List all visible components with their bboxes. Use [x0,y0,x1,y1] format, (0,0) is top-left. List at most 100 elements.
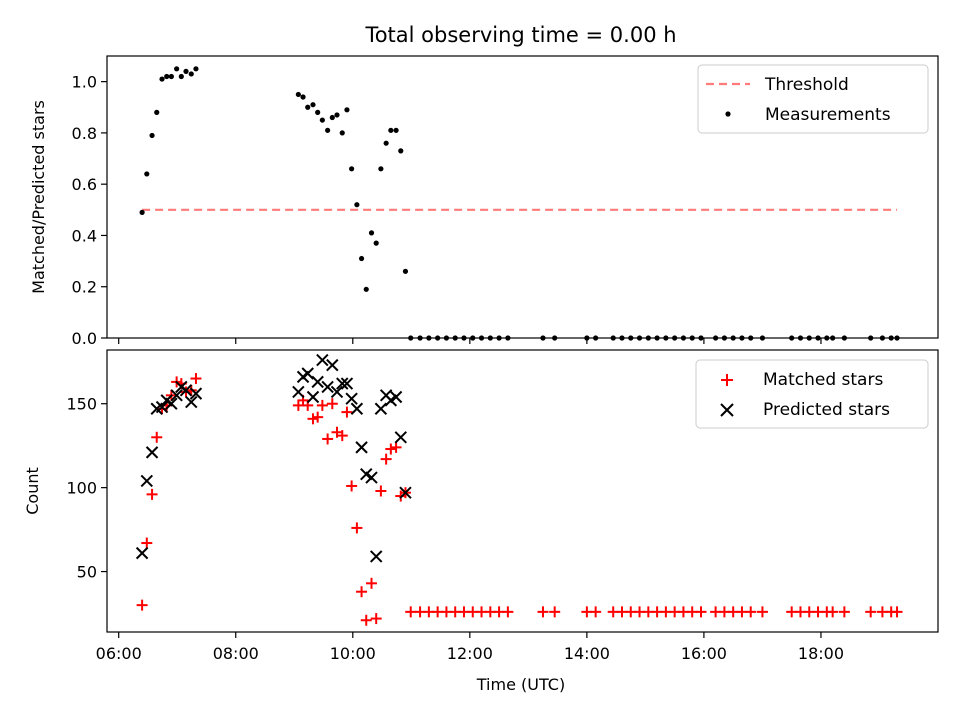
predicted-star-point [369,550,383,563]
measurement-point [144,171,150,177]
x-tick-label: 14:00 [564,644,610,663]
predicted-star-stroke-b [350,402,364,415]
legend-measurements-label: Measurements [765,105,891,125]
predicted-star-stroke-b [306,390,320,404]
measurement-point [188,71,194,77]
predicted-star-stroke-b [374,402,388,415]
matched-star-point [838,606,850,618]
predicted-star-stroke-b [140,474,154,488]
measurement-point [388,127,394,133]
matched-star-point [537,606,549,618]
matched-star-point [390,441,402,453]
measurement-point [183,68,189,74]
matched-star-point [336,430,348,442]
matched-star-point [756,606,768,618]
measurement-point [300,94,306,100]
predicted-star-stroke-b [355,441,368,454]
measurement-point [354,202,360,208]
predicted-star-point [155,400,169,414]
predicted-star-point [330,385,344,399]
x-tick-label: 12:00 [447,644,493,663]
predicted-star-point [165,397,178,410]
bottom-plot-frame [106,349,939,633]
bottom-y-tick-label: 100 [66,479,97,498]
predicted-star-stroke-b [360,468,373,481]
predicted-star-stroke-b [316,353,329,367]
measurement-point [358,255,365,262]
legend-matched-swatch [721,374,733,386]
measurement-point [334,112,340,118]
legend-measurements-swatch [725,111,731,117]
predicted-star-stroke-b [365,471,378,484]
matched-star-point [316,399,328,411]
matched-star-point [326,398,338,410]
matched-star-point [891,606,903,618]
measurement-point [174,66,180,72]
top-y-tick-label: 0.0 [72,329,97,348]
matched-star-point [375,485,387,497]
predicted-star-point [140,474,154,488]
matched-star-point [502,606,514,618]
top-y-axis-label: Matched/Predicted stars [29,100,48,294]
matched-star-point [385,443,397,455]
predicted-star-stroke-b [170,389,183,402]
matched-star-point [190,373,202,385]
matched-star-point [307,413,319,425]
predicted-star-stroke-b [301,367,314,380]
x-tick-label: 06:00 [96,644,142,663]
legend-matched-label: Matched stars [763,370,883,390]
predicted-star-point [179,384,193,397]
predicted-star-stroke-b [145,446,159,459]
x-tick-label: 18:00 [798,644,844,663]
matched-star-point [745,606,757,618]
measurement-point [310,102,316,108]
matched-star-point [549,606,561,618]
bottom-legend: Matched stars Predicted stars [695,359,929,429]
predicted-star-point [170,389,183,402]
predicted-star-stroke-b [394,431,407,444]
predicted-star-point [185,395,198,409]
predicted-star-point [135,546,149,560]
predicted-star-point [292,385,305,399]
predicted-star-point [311,375,324,389]
predicted-star-stroke-b [179,384,193,397]
predicted-star-point [355,441,368,454]
measurement-point [154,109,160,115]
predicted-star-stroke-b [345,392,358,405]
bottom-y-axis-label: Count [23,467,42,515]
bottom-legend-box [695,359,929,429]
x-tick-label: 10:00 [330,644,376,663]
predicted-star-stroke-b [326,358,339,372]
predicted-star-stroke-b [340,377,354,390]
predicted-star-point [340,377,354,390]
predicted-star-point [336,377,349,390]
predicted-star-stroke-b [189,387,203,400]
measurement-point [363,286,369,292]
top-panel: 0.0 0.2 0.4 0.6 0.8 1.0 Matched/Predicted sta… [29,55,939,348]
measurement-point [178,73,184,80]
top-y-tick-label: 0.8 [72,124,97,143]
measurement-point [159,76,165,82]
matched-star-point [590,606,602,618]
measurement-point [393,127,399,133]
predicted-star-stroke-b [311,375,324,389]
predicted-star-point [394,431,407,444]
measurement-point [339,130,345,136]
top-y-tick-label: 0.4 [72,226,97,245]
measurement-point [193,66,199,72]
predicted-star-stroke-b [336,377,349,390]
x-tick-label: 08:00 [213,644,259,663]
predicted-star-stroke-b [389,390,403,404]
predicted-star-point [189,387,203,400]
predicted-star-point [321,380,334,394]
measurement-point [139,209,145,215]
x-tick-label: 16:00 [681,644,727,663]
matched-star-point [405,606,417,618]
matched-star-point [341,406,353,418]
measurement-point [168,73,174,80]
top-y-tick-label: 0.6 [72,175,97,194]
measurement-point [383,140,389,146]
matched-star-point [136,599,148,611]
matched-star-point [360,614,372,626]
matched-star-point [827,606,839,618]
